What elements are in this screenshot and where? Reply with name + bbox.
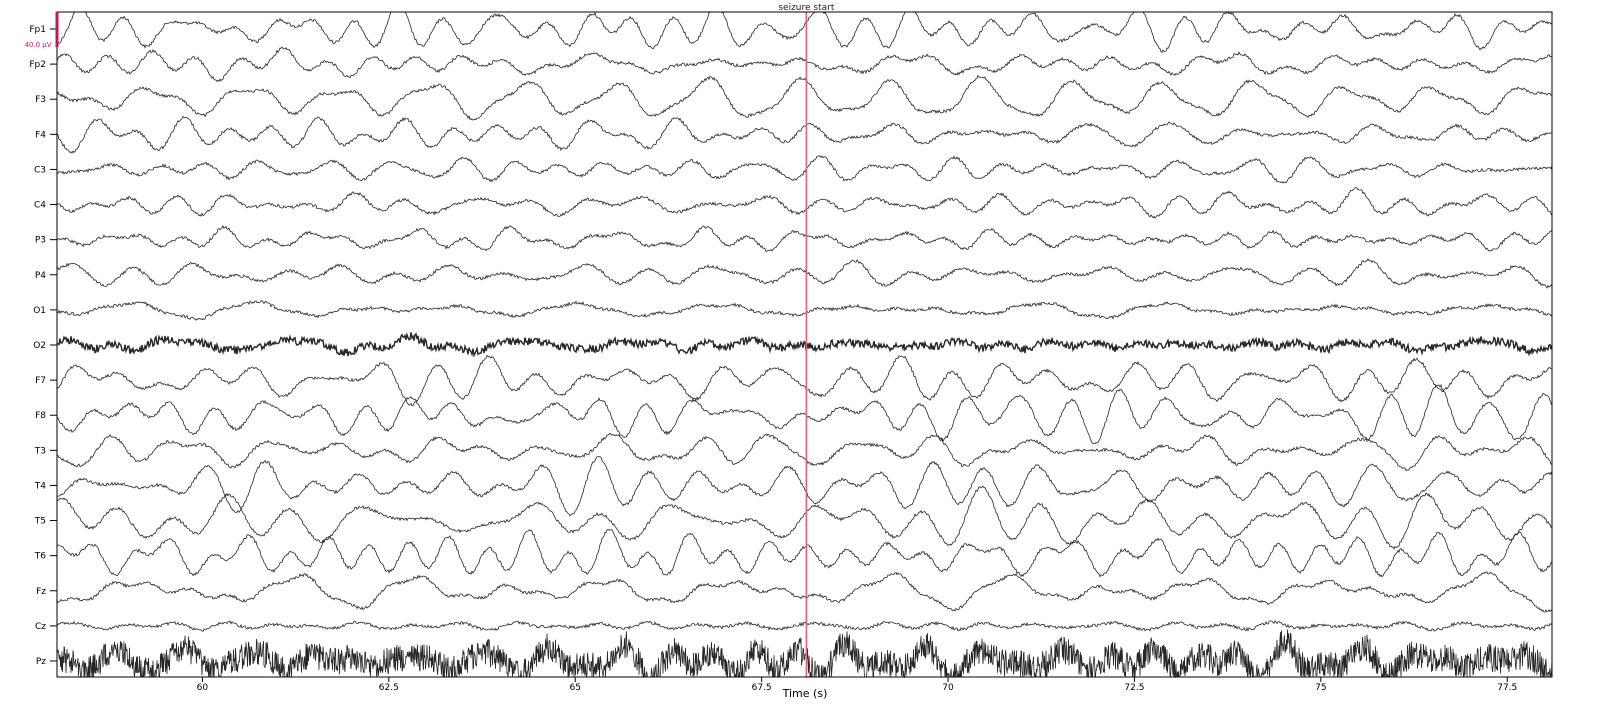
channel-label-t4: T4 [34,481,46,491]
x-tick-label: 67.5 [752,683,772,693]
trace-p3 [56,224,1553,252]
trace-fz [56,571,1553,613]
channel-label-fz: Fz [36,587,46,597]
trace-t5 [56,485,1553,550]
seizure-start-label: seizure start [778,3,834,13]
scale-bar-label: 40.0 µV [24,41,51,49]
x-tick-label: 72.5 [1124,683,1144,693]
trace-f7 [56,354,1553,407]
trace-f3 [56,75,1553,121]
x-tick-label: 70 [942,683,954,693]
trace-fp2 [56,46,1553,83]
channel-label-p3: P3 [35,236,46,246]
trace-p4 [56,258,1553,289]
trace-cz [56,619,1553,632]
channel-label-t3: T3 [34,446,46,456]
channel-label-o2: O2 [33,341,46,351]
channel-label-f3: F3 [35,95,46,105]
channel-label-o1: O1 [33,306,46,316]
channel-label-c4: C4 [34,201,46,211]
x-tick-label: 60 [197,683,209,693]
channel-label-t6: T6 [34,552,46,562]
trace-o2 [56,331,1553,358]
channel-label-cz: Cz [35,622,46,632]
eeg-traces [56,11,1553,679]
channel-label-t5: T5 [34,517,46,527]
trace-c4 [56,186,1553,219]
x-tick-label: 62.5 [379,683,399,693]
trace-f8 [56,383,1553,445]
trace-t6 [56,529,1553,578]
channel-labels: Fp1 Fp2 F3 F4 C3 C4 P3 P4 O1 O2 F7 F8 T3 T4 T5 T6 Fz Cz Pz [29,25,57,667]
trace-pz [56,629,1553,679]
trace-t3 [56,432,1553,472]
channel-label-fp1: Fp1 [29,25,46,35]
trace-o1 [56,300,1553,321]
x-axis-label: Time (s) [782,687,828,700]
trace-f4 [56,115,1553,154]
channel-label-f8: F8 [35,411,46,421]
x-tick-label: 65 [569,683,580,693]
channel-label-f4: F4 [35,130,46,140]
channel-label-c3: C3 [34,165,46,175]
x-axis-ticks: 60 62.5 65 67.5 70 72.5 75 77.5 [197,677,1517,693]
x-tick-label: 77.5 [1497,683,1517,693]
trace-fp1 [56,11,1553,54]
trace-t4 [56,456,1553,517]
trace-c3 [56,155,1553,184]
channel-label-pz: Pz [36,657,46,667]
channel-label-f7: F7 [35,376,46,386]
channel-label-p4: P4 [35,271,46,281]
channel-label-fp2: Fp2 [29,60,46,70]
plot-frame [56,11,1553,678]
x-tick-label: 75 [1315,683,1326,693]
